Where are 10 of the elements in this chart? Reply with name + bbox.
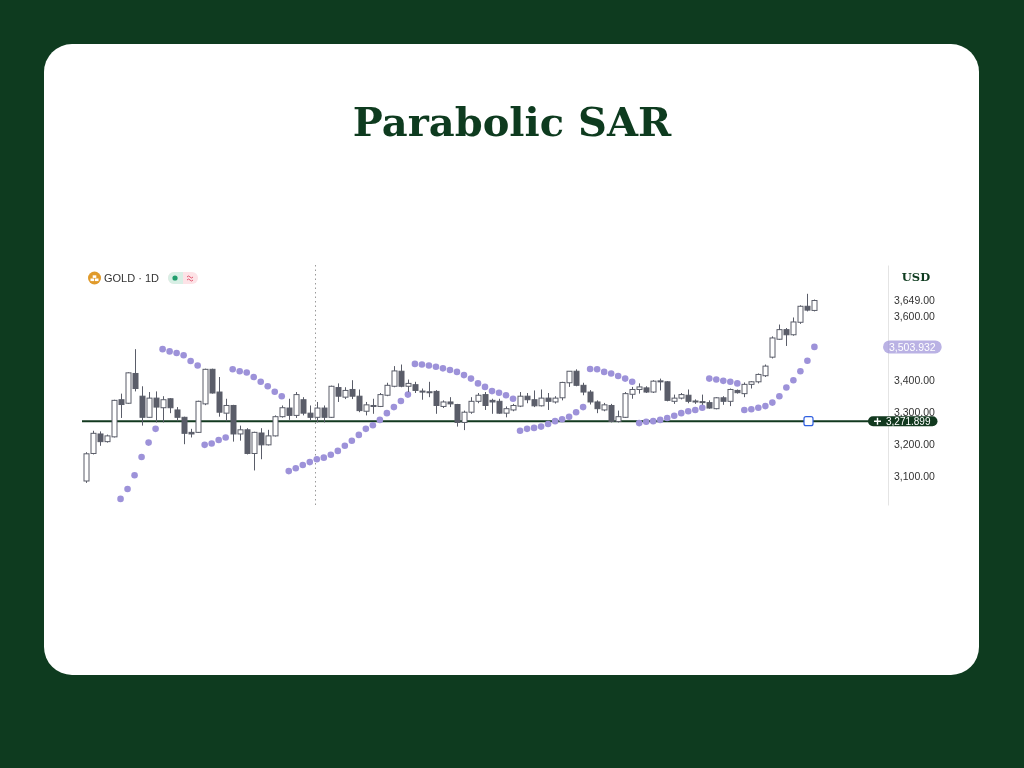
y-tick-label: 3,200.00 [894, 438, 936, 451]
y-tick-label: 3,600.00 [894, 310, 936, 323]
text: 3,503.932 [889, 340, 936, 353]
y-tick-label: 3,649.00 [894, 294, 936, 307]
chart-title: Parabolic SAR [352, 98, 672, 145]
y-tick-label: 3,100.00 [894, 470, 936, 483]
ref-line-label: 3,271.899 [886, 415, 931, 427]
y-axis-title: USD [901, 270, 931, 284]
text: GOLD · 1D [104, 272, 160, 284]
y-tick-label: 3,400.00 [894, 374, 936, 387]
